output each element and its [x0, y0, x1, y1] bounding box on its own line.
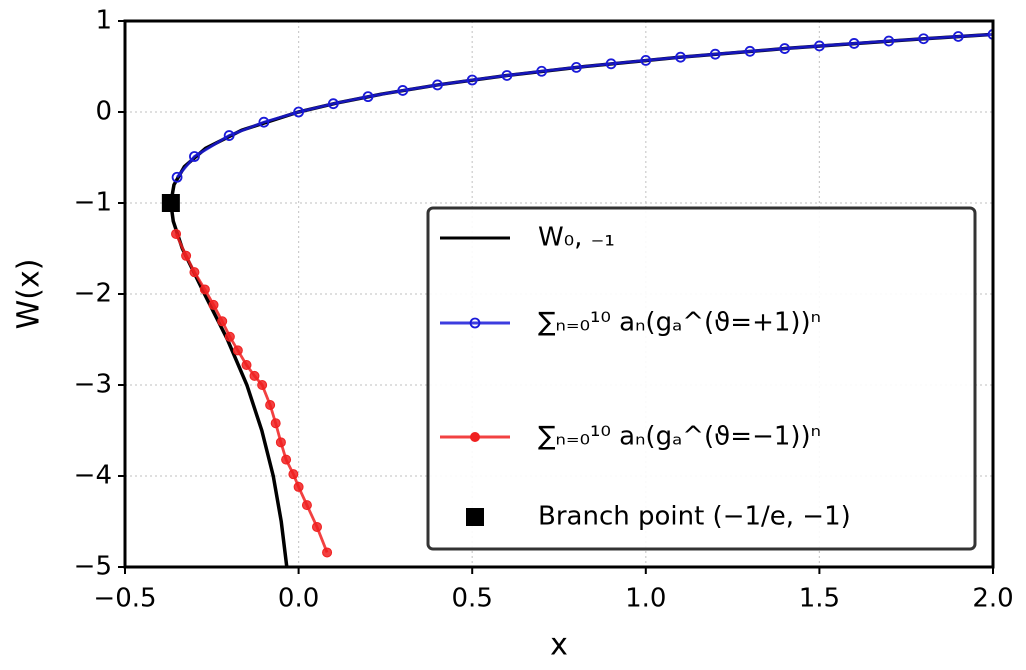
marker [466, 74, 478, 86]
marker [605, 58, 617, 70]
x-axis-label: x [550, 628, 568, 663]
marker [501, 70, 513, 81]
marker [258, 116, 270, 128]
marker [397, 85, 409, 96]
marker [257, 380, 268, 390]
y-axis-label: W(x) [12, 259, 47, 330]
marker [275, 437, 286, 448]
marker [987, 29, 993, 40]
marker [675, 51, 686, 63]
x-tick-label: −0.5 [93, 584, 156, 614]
y-tick-label: −5 [74, 552, 112, 582]
x-tick-label: 1.0 [625, 584, 666, 614]
marker [952, 31, 964, 42]
marker [270, 418, 281, 429]
legend-label: Branch point (−1/e, −1) [538, 502, 851, 532]
marker [224, 331, 235, 342]
y-tick-label: 0 [95, 97, 112, 127]
marker [181, 250, 192, 261]
marker [223, 130, 235, 141]
marker [199, 284, 210, 295]
marker [536, 65, 548, 77]
legend-box [426, 206, 977, 551]
y-tick-label: −4 [74, 461, 112, 491]
y-tick-label: −2 [74, 279, 112, 309]
marker [189, 267, 200, 278]
marker [469, 317, 481, 329]
plot-area [169, 29, 993, 567]
legend: W₀, ₋₁ ∑ₙ₌₀¹⁰ aₙ(gₐ^(ϑ=+1))ⁿ ∑ₙ₌₀¹⁰ aₙ(gₐ^… [426, 206, 977, 551]
legend-label: ∑ₙ₌₀¹⁰ aₙ(gₐ^(ϑ=+1))ⁿ [538, 308, 821, 338]
marker [281, 454, 292, 465]
marker [293, 481, 304, 492]
marker [570, 62, 582, 73]
legend-label: ∑ₙ₌₀¹⁰ aₙ(gₐ^(ϑ=−1))ⁿ [538, 422, 821, 452]
marker [288, 469, 299, 480]
marker [312, 521, 323, 532]
marker [744, 45, 756, 57]
y-tick-label: −3 [74, 370, 112, 400]
marker [327, 98, 339, 110]
marker [241, 359, 252, 370]
marker [189, 151, 200, 162]
marker [293, 106, 305, 118]
marker [217, 316, 228, 327]
x-tick-label: 2.0 [972, 584, 1013, 614]
marker [322, 547, 333, 558]
marker [470, 432, 480, 442]
marker [466, 508, 484, 526]
marker [918, 33, 929, 45]
marker [301, 500, 312, 511]
marker [171, 171, 183, 183]
x-tick-label: 0.0 [278, 584, 319, 614]
marker [779, 43, 791, 54]
marker [883, 35, 895, 47]
marker [432, 79, 443, 91]
marker [208, 299, 219, 310]
x-tick-label: 1.5 [799, 584, 840, 614]
marker [249, 370, 260, 381]
x-tick-label: 0.5 [452, 584, 493, 614]
marker [709, 48, 721, 60]
marker [171, 228, 182, 239]
marker [848, 38, 860, 49]
marker [814, 40, 825, 52]
axes-frame [123, 19, 995, 569]
y-tick-label: −1 [74, 188, 112, 218]
marker [161, 194, 180, 212]
marker [362, 91, 374, 103]
series-line [176, 33, 993, 179]
marker [265, 400, 276, 411]
marker [232, 345, 243, 356]
y-tick-label: 1 [95, 6, 112, 36]
legend-label: W₀, ₋₁ [538, 223, 615, 253]
marker [640, 54, 652, 66]
